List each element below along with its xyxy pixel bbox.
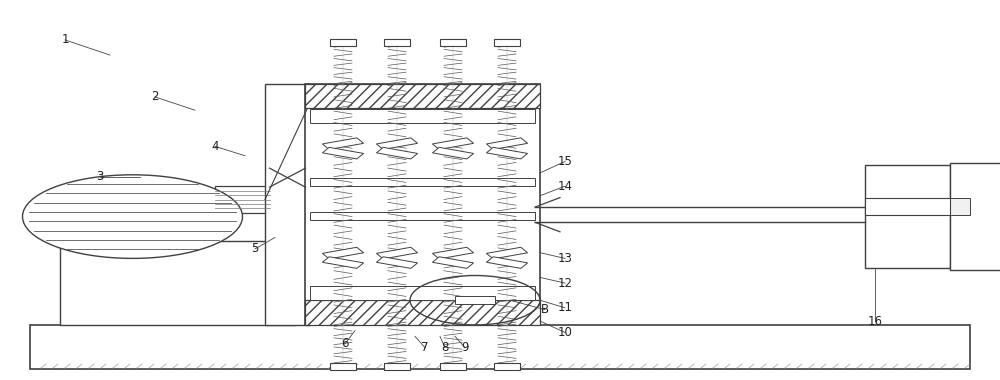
Bar xyxy=(305,84,540,325)
Bar xyxy=(330,363,356,370)
Text: B: B xyxy=(541,303,549,316)
Text: 4: 4 xyxy=(211,140,219,153)
Text: 16: 16 xyxy=(868,315,883,328)
Polygon shape xyxy=(376,257,418,268)
Bar xyxy=(305,300,540,325)
Bar xyxy=(440,39,466,46)
Text: 13: 13 xyxy=(558,252,572,265)
Text: 10: 10 xyxy=(558,326,572,339)
Bar xyxy=(494,39,520,46)
Text: 11: 11 xyxy=(558,301,572,314)
Bar xyxy=(494,363,520,370)
Bar xyxy=(950,163,1000,270)
Bar xyxy=(60,241,295,325)
Bar xyxy=(310,212,535,220)
Polygon shape xyxy=(432,147,474,159)
Polygon shape xyxy=(432,247,474,259)
Bar xyxy=(865,198,970,215)
Bar xyxy=(440,363,466,370)
Polygon shape xyxy=(432,257,474,268)
Polygon shape xyxy=(322,147,364,159)
Text: 15: 15 xyxy=(558,155,572,168)
Bar xyxy=(384,363,410,370)
Text: 6: 6 xyxy=(341,337,349,350)
Bar xyxy=(305,84,540,108)
Polygon shape xyxy=(486,257,528,268)
Text: 14: 14 xyxy=(558,180,572,193)
Bar xyxy=(384,39,410,46)
Circle shape xyxy=(22,175,242,258)
Text: 1: 1 xyxy=(61,33,69,46)
Polygon shape xyxy=(486,138,528,149)
Polygon shape xyxy=(322,257,364,268)
Polygon shape xyxy=(376,138,418,149)
Polygon shape xyxy=(376,247,418,259)
Bar xyxy=(30,325,970,369)
Bar xyxy=(865,198,950,215)
Text: 12: 12 xyxy=(558,277,572,290)
Text: 3: 3 xyxy=(96,170,104,183)
Polygon shape xyxy=(322,247,364,259)
Bar xyxy=(330,39,356,46)
Bar xyxy=(865,165,950,268)
Bar xyxy=(310,286,535,300)
Bar xyxy=(215,186,270,213)
Bar xyxy=(310,109,535,123)
Text: 7: 7 xyxy=(421,341,429,354)
Polygon shape xyxy=(322,138,364,149)
Text: 8: 8 xyxy=(441,341,449,354)
Text: 5: 5 xyxy=(251,242,259,255)
Bar xyxy=(455,296,495,304)
Text: 9: 9 xyxy=(461,341,469,354)
Polygon shape xyxy=(265,84,310,325)
Bar xyxy=(310,178,535,186)
Polygon shape xyxy=(432,138,474,149)
Polygon shape xyxy=(486,247,528,259)
Text: 2: 2 xyxy=(151,90,159,103)
Polygon shape xyxy=(376,147,418,159)
Polygon shape xyxy=(486,147,528,159)
